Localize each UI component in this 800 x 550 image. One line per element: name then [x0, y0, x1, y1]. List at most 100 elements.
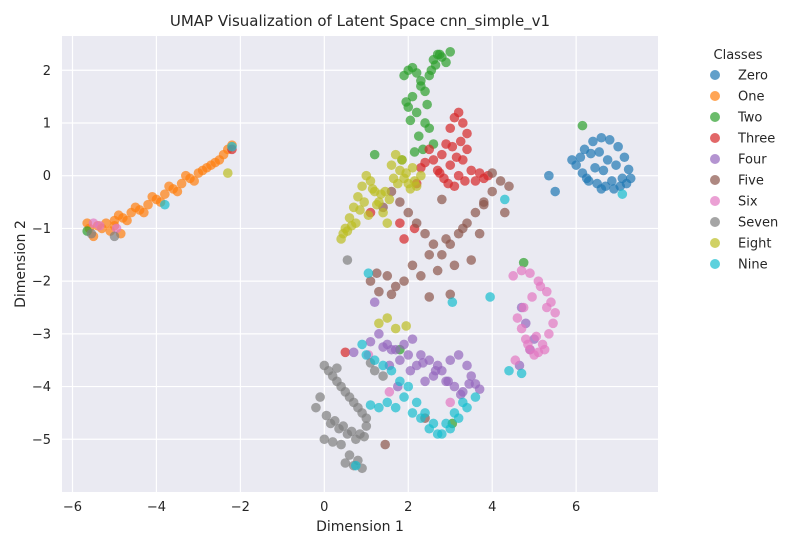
- data-point: [516, 323, 527, 334]
- data-point: [395, 376, 405, 387]
- legend-marker: [710, 259, 720, 269]
- data-point: [407, 260, 418, 271]
- data-point: [332, 363, 342, 373]
- data-point: [181, 170, 191, 181]
- data-point: [197, 165, 208, 176]
- legend-label: Five: [738, 174, 764, 189]
- data-point: [401, 321, 411, 331]
- data-point: [346, 220, 357, 231]
- data-point: [348, 347, 359, 358]
- data-point: [495, 176, 506, 186]
- data-point: [462, 128, 472, 139]
- data-point: [462, 144, 472, 155]
- data-point: [371, 199, 382, 210]
- data-point: [380, 186, 390, 197]
- legend-label: Zero: [738, 69, 768, 84]
- data-point: [445, 355, 456, 366]
- data-point: [374, 286, 384, 297]
- y-tick-label: −5: [32, 433, 51, 448]
- data-point: [344, 450, 355, 460]
- y-tick-label: −1: [32, 222, 51, 237]
- data-point: [411, 397, 422, 408]
- data-point: [434, 168, 445, 178]
- data-point: [424, 123, 435, 134]
- legend-marker: [710, 112, 720, 122]
- y-tick-label: 2: [43, 64, 51, 79]
- series-eight: [222, 149, 426, 334]
- data-point: [403, 381, 414, 392]
- data-point: [479, 199, 489, 210]
- data-point: [474, 384, 485, 395]
- y-axis-label: Dimension 2: [13, 220, 29, 308]
- data-point: [361, 413, 372, 423]
- data-point: [485, 292, 495, 302]
- data-point: [390, 149, 401, 160]
- data-point: [401, 168, 411, 178]
- data-point: [617, 189, 628, 199]
- data-point: [470, 392, 481, 402]
- y-tick-label: −4: [32, 380, 51, 395]
- y-tick-label: −3: [32, 327, 51, 342]
- data-point: [609, 184, 619, 194]
- data-point: [510, 355, 521, 366]
- data-point: [94, 220, 105, 231]
- data-point: [342, 255, 353, 265]
- data-point: [395, 197, 405, 207]
- data-point: [445, 160, 456, 170]
- data-point: [357, 181, 367, 192]
- legend-label: Three: [737, 132, 775, 147]
- legend: Classes Zero One Two Three Four Five Six Seven E…: [710, 48, 778, 273]
- data-point: [386, 365, 397, 376]
- data-point: [447, 297, 458, 308]
- data-point: [596, 184, 607, 194]
- legend-item-one: One: [710, 90, 764, 105]
- data-point: [363, 210, 374, 221]
- data-point: [550, 186, 560, 197]
- data-point: [437, 249, 447, 260]
- data-point: [508, 271, 518, 281]
- data-point: [581, 173, 592, 184]
- data-point: [369, 297, 380, 308]
- data-point: [405, 365, 416, 376]
- data-point: [338, 228, 349, 239]
- data-point: [512, 313, 523, 323]
- data-point: [164, 181, 174, 192]
- data-point: [388, 173, 399, 184]
- legend-label: Six: [738, 195, 758, 210]
- data-point: [416, 170, 426, 181]
- data-point: [382, 397, 393, 408]
- data-point: [623, 164, 634, 175]
- data-point: [424, 423, 435, 434]
- data-point: [428, 155, 439, 165]
- data-point: [487, 168, 498, 178]
- data-point: [311, 402, 321, 413]
- data-point: [365, 176, 376, 186]
- data-point: [590, 162, 600, 173]
- data-point: [411, 107, 422, 118]
- data-point: [321, 410, 332, 421]
- data-point: [460, 176, 470, 186]
- data-point: [455, 136, 466, 147]
- data-point: [449, 408, 460, 418]
- data-point: [611, 160, 621, 170]
- data-point: [403, 350, 414, 360]
- data-point: [338, 421, 349, 431]
- data-point: [527, 292, 537, 302]
- data-point: [443, 376, 453, 387]
- series-zero: [544, 132, 636, 197]
- data-point: [378, 371, 388, 381]
- data-point: [374, 402, 384, 413]
- data-point: [405, 184, 416, 194]
- series-two: [82, 47, 588, 429]
- data-point: [382, 313, 393, 323]
- data-point: [422, 99, 432, 110]
- data-point: [424, 144, 435, 155]
- data-point: [160, 199, 170, 210]
- legend-item-six: Six: [710, 195, 758, 210]
- data-point: [544, 329, 554, 339]
- data-point: [437, 149, 447, 160]
- x-axis-ticks: −6 −4 −2 0 2 4 6: [63, 500, 580, 515]
- legend-label: Two: [737, 111, 762, 126]
- data-point: [458, 223, 468, 234]
- y-tick-label: 0: [43, 169, 51, 184]
